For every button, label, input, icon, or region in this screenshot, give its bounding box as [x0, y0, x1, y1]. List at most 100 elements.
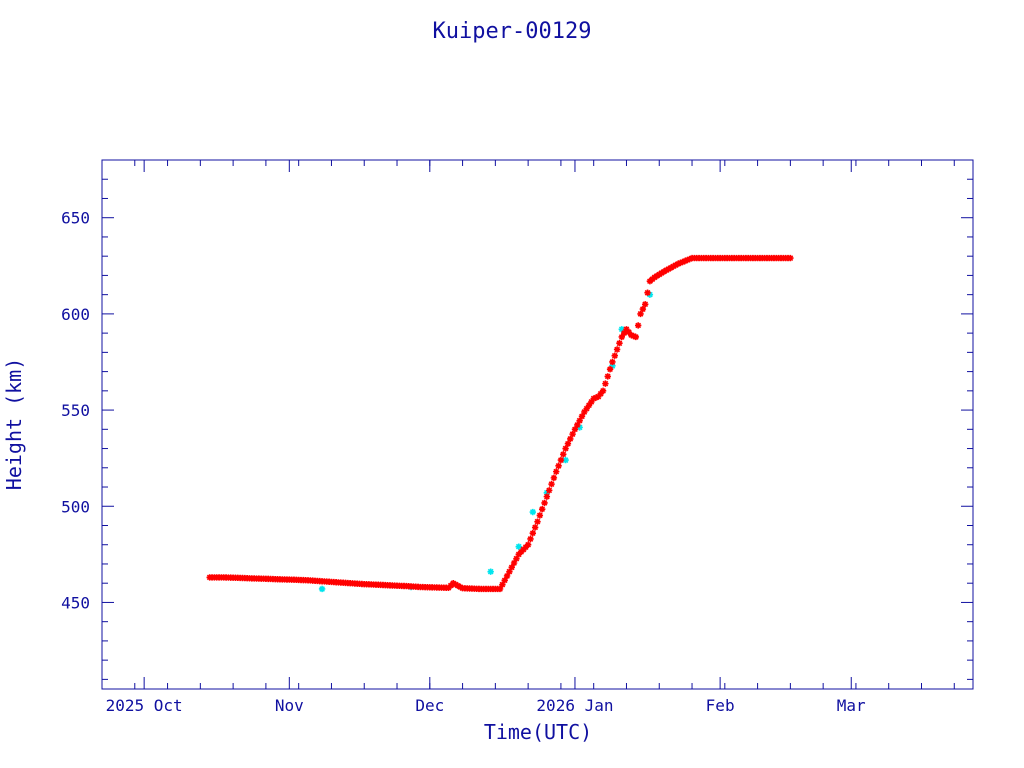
red-point	[590, 395, 597, 402]
y-axis-label: Height (km)	[2, 358, 26, 490]
red-point	[550, 474, 558, 482]
red-point	[517, 548, 525, 556]
red-point	[588, 398, 595, 406]
red-point	[686, 255, 693, 263]
red-point	[592, 394, 600, 401]
cyan-point	[609, 362, 616, 370]
red-point	[644, 289, 651, 296]
red-point	[522, 543, 529, 551]
cyan-point	[576, 424, 583, 431]
red-point	[529, 529, 537, 537]
data-points	[206, 254, 794, 593]
red-point	[534, 518, 541, 525]
red-point	[567, 435, 574, 443]
y-tick-label: 550	[61, 401, 90, 420]
y-tick-label: 600	[61, 305, 90, 324]
red-point	[543, 493, 551, 500]
red-point	[674, 260, 682, 268]
red-point	[611, 352, 618, 359]
red-point	[618, 333, 625, 341]
red-point	[513, 555, 520, 562]
red-point	[506, 568, 513, 575]
x-tick-label: Mar	[837, 696, 866, 715]
red-point	[531, 524, 539, 531]
red-point	[496, 585, 504, 593]
cyan-point	[529, 508, 537, 516]
cyan-point	[487, 568, 494, 575]
axis-tick-labels: 450 500 550 600 650 2025 Oct Nov Dec 2026 Jan Feb…	[61, 209, 866, 715]
cyan-point	[562, 456, 569, 464]
red-point	[606, 365, 614, 373]
red-point	[616, 340, 623, 347]
red-point	[787, 254, 794, 262]
red-point	[576, 417, 583, 424]
red-point	[574, 421, 581, 429]
red-point	[553, 468, 560, 475]
red-point	[503, 572, 511, 580]
red-point	[560, 451, 567, 458]
x-tick-label: 2025 Oct	[106, 696, 183, 715]
red-point	[501, 577, 508, 584]
red-point	[627, 331, 635, 339]
red-point	[548, 480, 555, 488]
red-point	[538, 505, 546, 513]
cyan-point	[318, 585, 326, 593]
red-point	[510, 559, 518, 567]
x-tick-label: Feb	[706, 696, 735, 715]
red-point	[541, 499, 548, 507]
red-point	[634, 322, 642, 329]
red-point	[557, 456, 565, 464]
red-point	[677, 259, 684, 267]
red-point	[536, 512, 544, 519]
y-tick-label: 450	[61, 593, 90, 612]
red-point	[625, 328, 633, 336]
red-point	[630, 332, 637, 340]
red-point	[447, 582, 455, 589]
red-point	[597, 390, 604, 397]
red-point	[581, 408, 588, 416]
x-tick-label: Nov	[275, 696, 304, 715]
chart-title: Kuiper-00129	[433, 19, 592, 44]
red-point	[564, 440, 572, 447]
red-point	[524, 541, 532, 548]
red-point	[499, 581, 506, 588]
x-axis-label: Time(UTC)	[484, 720, 592, 744]
x-tick-label: Dec	[415, 696, 444, 715]
red-point	[684, 256, 691, 264]
red-point	[637, 310, 644, 318]
red-point	[562, 445, 569, 452]
series-red	[206, 254, 794, 593]
red-point	[623, 326, 630, 333]
y-tick-label: 500	[61, 497, 90, 516]
cyan-point	[618, 326, 625, 333]
red-point	[520, 546, 527, 553]
red-point	[515, 551, 522, 558]
red-point	[620, 329, 628, 337]
red-point	[609, 358, 616, 366]
red-point	[602, 380, 609, 387]
red-point	[604, 373, 611, 380]
red-point	[583, 405, 590, 412]
series-cyan	[318, 291, 654, 593]
red-point	[679, 258, 686, 266]
plot-frame	[101, 159, 974, 690]
red-point	[681, 257, 689, 265]
red-point	[578, 413, 586, 420]
red-point	[508, 564, 515, 571]
y-tick-label: 650	[61, 209, 90, 228]
red-point	[546, 487, 553, 494]
red-point	[569, 430, 576, 438]
axis-ticks	[101, 159, 973, 689]
red-point	[585, 402, 593, 409]
x-tick-label: 2026 Jan	[536, 696, 613, 715]
red-point	[527, 535, 534, 543]
red-point	[632, 333, 640, 341]
red-point	[571, 426, 579, 433]
red-point	[639, 305, 647, 313]
red-point	[613, 346, 621, 353]
red-point	[445, 584, 452, 592]
cyan-point	[543, 489, 551, 496]
red-point	[599, 387, 607, 395]
red-point	[642, 301, 649, 308]
